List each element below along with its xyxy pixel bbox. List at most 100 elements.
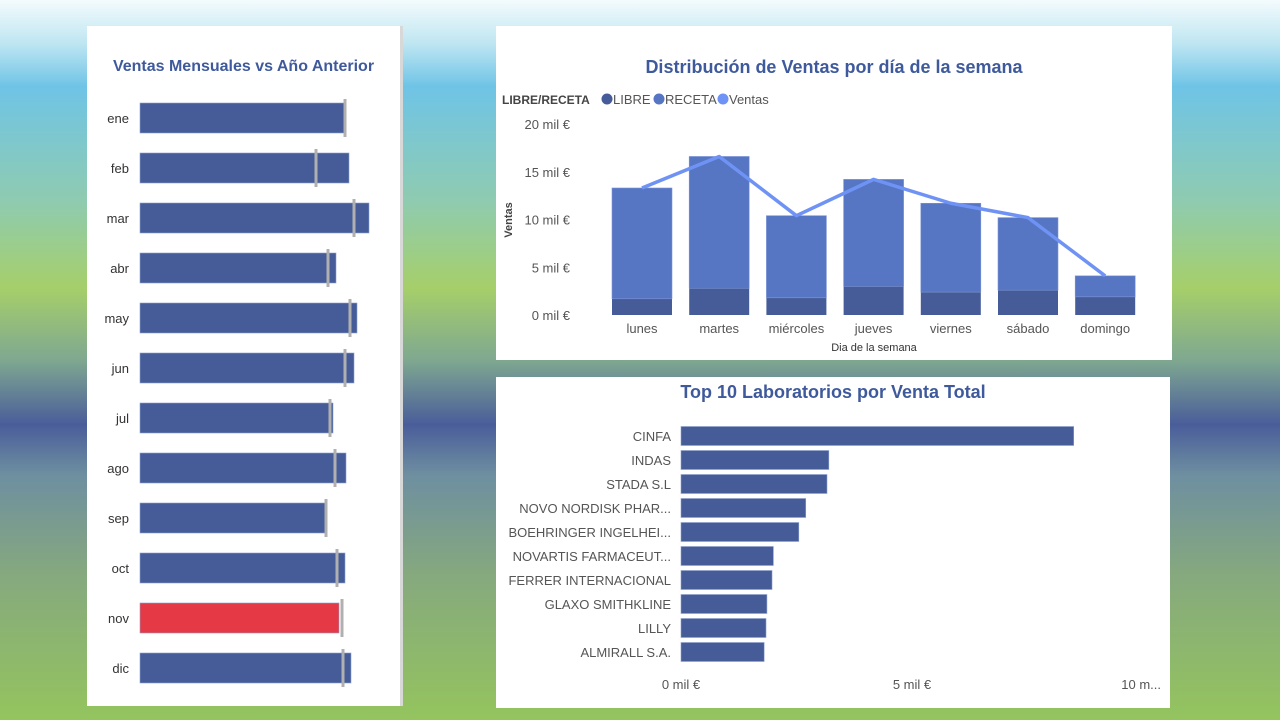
- lab-bar: [680, 618, 767, 638]
- x-tick-label: 5 mil €: [893, 677, 932, 692]
- lab-bar: [680, 474, 828, 494]
- month-label: abr: [110, 261, 129, 276]
- receta-bar-segment: [688, 156, 750, 289]
- lab-label: FERRER INTERNACIONAL: [508, 573, 671, 588]
- labs-chart-title: Top 10 Laboratorios por Venta Total: [680, 382, 986, 402]
- month-bar: [139, 452, 347, 484]
- lab-bar: [680, 594, 768, 614]
- lab-label: NOVO NORDISK PHAR...: [519, 501, 671, 516]
- x-tick-label: sábado: [1007, 321, 1050, 336]
- month-label: sep: [108, 511, 129, 526]
- lab-bar: [680, 450, 830, 470]
- lab-label: NOVARTIS FARMACEUT...: [513, 549, 671, 564]
- monthly-chart-title: Ventas Mensuales vs Año Anterior: [112, 58, 375, 75]
- legend-marker-icon: [717, 93, 729, 105]
- month-bar: [139, 352, 355, 384]
- previous-year-marker: [343, 349, 347, 387]
- libre-bar-segment: [843, 286, 904, 315]
- lab-bar: [680, 522, 800, 542]
- month-label: feb: [111, 161, 129, 176]
- x-tick-label: viernes: [930, 321, 972, 336]
- previous-year-marker: [352, 199, 356, 237]
- weekday-chart-title: Distribución de Ventas por día de la sem…: [645, 57, 1023, 77]
- month-label: ene: [107, 111, 129, 126]
- lab-bar: [680, 498, 807, 518]
- month-bar: [139, 402, 334, 434]
- previous-year-marker: [341, 649, 345, 687]
- legend-marker-icon: [653, 93, 665, 105]
- lab-label: INDAS: [631, 453, 671, 468]
- x-tick-label: miércoles: [769, 321, 825, 336]
- y-tick-label: 5 mil €: [532, 260, 571, 275]
- month-label: nov: [108, 611, 129, 626]
- month-label: oct: [112, 561, 130, 576]
- x-tick-label: martes: [699, 321, 739, 336]
- x-tick-label: 0 mil €: [662, 677, 701, 692]
- receta-bar-segment: [766, 215, 827, 299]
- month-label: may: [104, 311, 129, 326]
- ventas-line: [641, 154, 1107, 278]
- month-label: mar: [107, 211, 130, 226]
- labs-bar-chart: CINFA INDAS STADA S.L NOVO NORDISK PHAR... B…: [508, 426, 1161, 692]
- legend-item: Ventas: [729, 92, 769, 107]
- labs-panel: Top 10 Laboratorios por Venta Total CINF…: [496, 377, 1170, 708]
- previous-year-marker: [340, 599, 344, 637]
- libre-bar-segment: [689, 288, 750, 315]
- month-label: jul: [115, 411, 129, 426]
- x-tick-label: domingo: [1080, 321, 1130, 336]
- libre-bar-segment: [612, 298, 672, 315]
- receta-bar-segment: [1074, 275, 1136, 298]
- libre-bar-segment: [998, 290, 1058, 315]
- x-tick-label: 10 m...: [1121, 677, 1161, 692]
- previous-year-marker: [314, 149, 318, 187]
- month-bar: [139, 302, 358, 334]
- lab-label: GLAXO SMITHKLINE: [545, 597, 672, 612]
- receta-bar-segment: [611, 187, 673, 300]
- legend-item: RECETA: [665, 92, 717, 107]
- x-tick-label: lunes: [626, 321, 658, 336]
- previous-year-marker: [324, 499, 328, 537]
- libre-bar-segment: [920, 292, 981, 315]
- legend-title: LIBRE/RECETA: [502, 93, 590, 107]
- x-tick-label: jueves: [854, 321, 893, 336]
- previous-year-marker: [335, 549, 339, 587]
- y-axis-label: Ventas: [503, 202, 515, 237]
- previous-year-marker: [333, 449, 337, 487]
- lab-bar: [680, 570, 773, 590]
- receta-bar-segment: [920, 202, 982, 293]
- month-label: ago: [107, 461, 129, 476]
- previous-year-marker: [326, 249, 330, 287]
- weekday-sales-panel: Distribución de Ventas por día de la sem…: [496, 26, 1172, 360]
- previous-year-marker: [343, 99, 347, 137]
- month-bar: [139, 102, 346, 134]
- receta-bar-segment: [997, 217, 1059, 291]
- previous-year-marker: [328, 399, 332, 437]
- lab-label: LILLY: [638, 621, 671, 636]
- lab-label: BOEHRINGER INGELHEI...: [508, 525, 671, 540]
- month-bar: [139, 552, 346, 584]
- libre-bar-segment: [1075, 296, 1136, 315]
- lab-bar: [680, 426, 1075, 446]
- lab-label: ALMIRALL S.A.: [580, 645, 671, 660]
- month-label: jun: [111, 361, 129, 376]
- month-bar: [139, 202, 370, 234]
- lab-bar: [680, 546, 774, 566]
- legend-item: LIBRE: [613, 92, 651, 107]
- month-bar: [139, 502, 326, 534]
- weekday-stacked-chart: LIBRE/RECETA LIBRE RECETA Ventas 0 mil € 5 mi…: [502, 92, 1136, 354]
- y-tick-label: 20 mil €: [524, 117, 570, 132]
- y-tick-label: 0 mil €: [532, 308, 571, 323]
- monthly-sales-panel: Ventas Mensuales vs Año Anterior ene feb m…: [87, 26, 400, 706]
- lab-label: CINFA: [633, 429, 672, 444]
- y-tick-label: 10 mil €: [524, 213, 570, 228]
- month-bar: [139, 252, 337, 284]
- x-axis-label: Dia de la semana: [831, 342, 917, 354]
- month-bar: [139, 152, 350, 184]
- libre-bar-segment: [766, 297, 827, 315]
- month-label: dic: [112, 661, 129, 676]
- month-bar: [139, 602, 340, 634]
- monthly-bullet-chart: ene feb mar abr may jun jul ago sep oct nov dic: [104, 99, 370, 687]
- previous-year-marker: [348, 299, 352, 337]
- lab-bar: [680, 642, 765, 662]
- receta-bar-segment: [843, 179, 904, 287]
